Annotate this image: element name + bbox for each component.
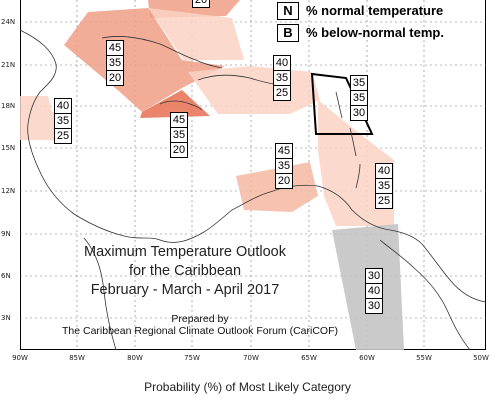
lon-label: 50W: [473, 354, 489, 362]
lat-label: 21N: [1, 61, 16, 69]
prob-value: 40: [365, 283, 383, 299]
prob-value: 35: [106, 55, 124, 71]
lon-label: 75W: [184, 354, 200, 362]
lon-label: 70W: [243, 354, 259, 362]
map-canvas: [19, 0, 487, 351]
prob-value: 25: [54, 128, 72, 144]
credit-line-1: Prepared by: [171, 313, 229, 325]
legend-row-normal: N % normal temperature: [277, 0, 495, 21]
prob-box-windward: 40 35 25: [375, 163, 393, 209]
prob-value: 20: [275, 173, 293, 189]
prob-value: 20: [170, 142, 188, 158]
lat-label: 24N: [1, 18, 16, 26]
prob-value: 30: [350, 105, 368, 121]
prob-value: 35: [273, 70, 291, 86]
map-frame: [20, 0, 486, 350]
prob-value: 30: [365, 298, 383, 314]
map-title: Maximum Temperature Outlook for the Cari…: [50, 243, 320, 300]
lon-label: 60W: [359, 354, 375, 362]
lon-label: 80W: [127, 354, 143, 362]
prob-box-abc: 45 35 20: [275, 143, 293, 189]
lon-label: 90W: [12, 354, 28, 362]
title-line-1: Maximum Temperature Outlook: [83, 244, 286, 260]
lat-label: 15N: [1, 144, 16, 152]
prob-box-jamaica: 45 35 20: [170, 112, 188, 158]
prob-value: 45: [275, 143, 293, 159]
legend-key-normal: N: [277, 1, 299, 20]
prob-box-cuba: 45 35 20: [106, 40, 124, 86]
lat-label: 18N: [1, 102, 16, 110]
region-hispaniola: [188, 66, 320, 114]
lat-label: 6N: [1, 272, 11, 280]
lon-label: 65W: [301, 354, 317, 362]
prob-box-bahamas: 20: [192, 0, 210, 8]
legend: N % normal temperature B % below-normal …: [277, 0, 495, 44]
credit: Prepared by The Caribbean Regional Clima…: [40, 313, 360, 337]
lat-label: 3N: [1, 314, 11, 322]
title-line-2: for the Caribbean: [128, 263, 242, 279]
coastlines: [19, 29, 487, 351]
prob-value: 35: [275, 158, 293, 174]
lon-label: 55W: [416, 354, 432, 362]
legend-text-below: % below-normal temp.: [306, 25, 444, 40]
prob-value: 40: [273, 55, 291, 71]
region-jamaica: [140, 90, 210, 118]
prob-value: 35: [350, 90, 368, 106]
legend-text-normal: % normal temperature: [306, 3, 444, 18]
credit-line-2: The Caribbean Regional Climate Outlook F…: [61, 325, 338, 337]
region-cuba-east: [148, 8, 244, 60]
legend-row-below: B % below-normal temp.: [277, 22, 495, 43]
prob-box-guianas: 30 40 30: [365, 268, 383, 314]
prob-value: 20: [192, 0, 210, 8]
prob-value: 35: [350, 75, 368, 91]
prob-value: 35: [170, 127, 188, 143]
region-cuba: [64, 8, 225, 112]
lat-label: 12N: [1, 187, 16, 195]
prob-value: 35: [54, 113, 72, 129]
prob-value: 25: [375, 193, 393, 209]
prob-box-belize: 40 35 25: [54, 98, 72, 144]
lon-label: 85W: [69, 354, 85, 362]
prob-value: 35: [375, 178, 393, 194]
lat-label: 9N: [1, 230, 11, 238]
footer-caption: Probability (%) of Most Likely Category: [144, 380, 351, 394]
prob-value: 20: [106, 70, 124, 86]
prob-value: 30: [365, 268, 383, 284]
prob-value: 40: [54, 98, 72, 114]
prob-box-leeward: 35 35 30: [350, 75, 368, 121]
prob-value: 45: [170, 112, 188, 128]
region-leeward-outline: [310, 72, 374, 135]
title-line-3: February - March - April 2017: [90, 282, 280, 298]
prob-value: 25: [273, 85, 291, 101]
prob-value: 40: [375, 163, 393, 179]
legend-key-below: B: [277, 23, 299, 42]
prob-box-hispaniola: 40 35 25: [273, 55, 291, 101]
prob-value: 45: [106, 40, 124, 56]
